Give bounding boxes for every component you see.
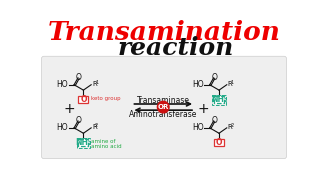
Text: O: O <box>212 116 217 125</box>
Text: 1: 1 <box>231 80 234 85</box>
Text: HO: HO <box>192 123 204 132</box>
Text: O: O <box>76 73 82 82</box>
Text: HO: HO <box>56 123 68 132</box>
Circle shape <box>157 101 169 113</box>
Text: R: R <box>228 81 232 87</box>
Text: +: + <box>198 102 209 116</box>
Text: Transamination: Transamination <box>48 20 280 45</box>
Bar <box>214 139 224 146</box>
Text: O: O <box>76 116 82 125</box>
Text: 2: 2 <box>231 123 234 128</box>
FancyBboxPatch shape <box>42 56 286 159</box>
Text: keto group: keto group <box>91 96 121 101</box>
Text: reaction: reaction <box>117 36 234 60</box>
Bar <box>78 139 88 146</box>
Text: OR: OR <box>157 104 169 110</box>
Text: NH₂: NH₂ <box>211 95 227 104</box>
Bar <box>77 138 90 148</box>
Text: amino acid: amino acid <box>91 144 122 149</box>
Text: 2: 2 <box>95 123 98 128</box>
Text: NH₂: NH₂ <box>75 138 92 147</box>
Text: O: O <box>216 138 222 147</box>
Text: +: + <box>64 102 75 116</box>
Text: O: O <box>80 95 87 104</box>
Text: Transaminase: Transaminase <box>137 96 190 105</box>
Bar <box>212 95 226 105</box>
Text: Aminotransferase: Aminotransferase <box>129 110 197 119</box>
Text: R: R <box>228 124 232 130</box>
Text: R: R <box>92 81 97 87</box>
Bar <box>78 96 88 103</box>
Text: R: R <box>92 124 97 130</box>
Bar <box>214 96 224 103</box>
Text: O: O <box>212 73 217 82</box>
Text: HO: HO <box>56 80 68 89</box>
Text: 1: 1 <box>95 80 98 85</box>
Text: amine of: amine of <box>91 139 116 144</box>
Text: HO: HO <box>192 80 204 89</box>
